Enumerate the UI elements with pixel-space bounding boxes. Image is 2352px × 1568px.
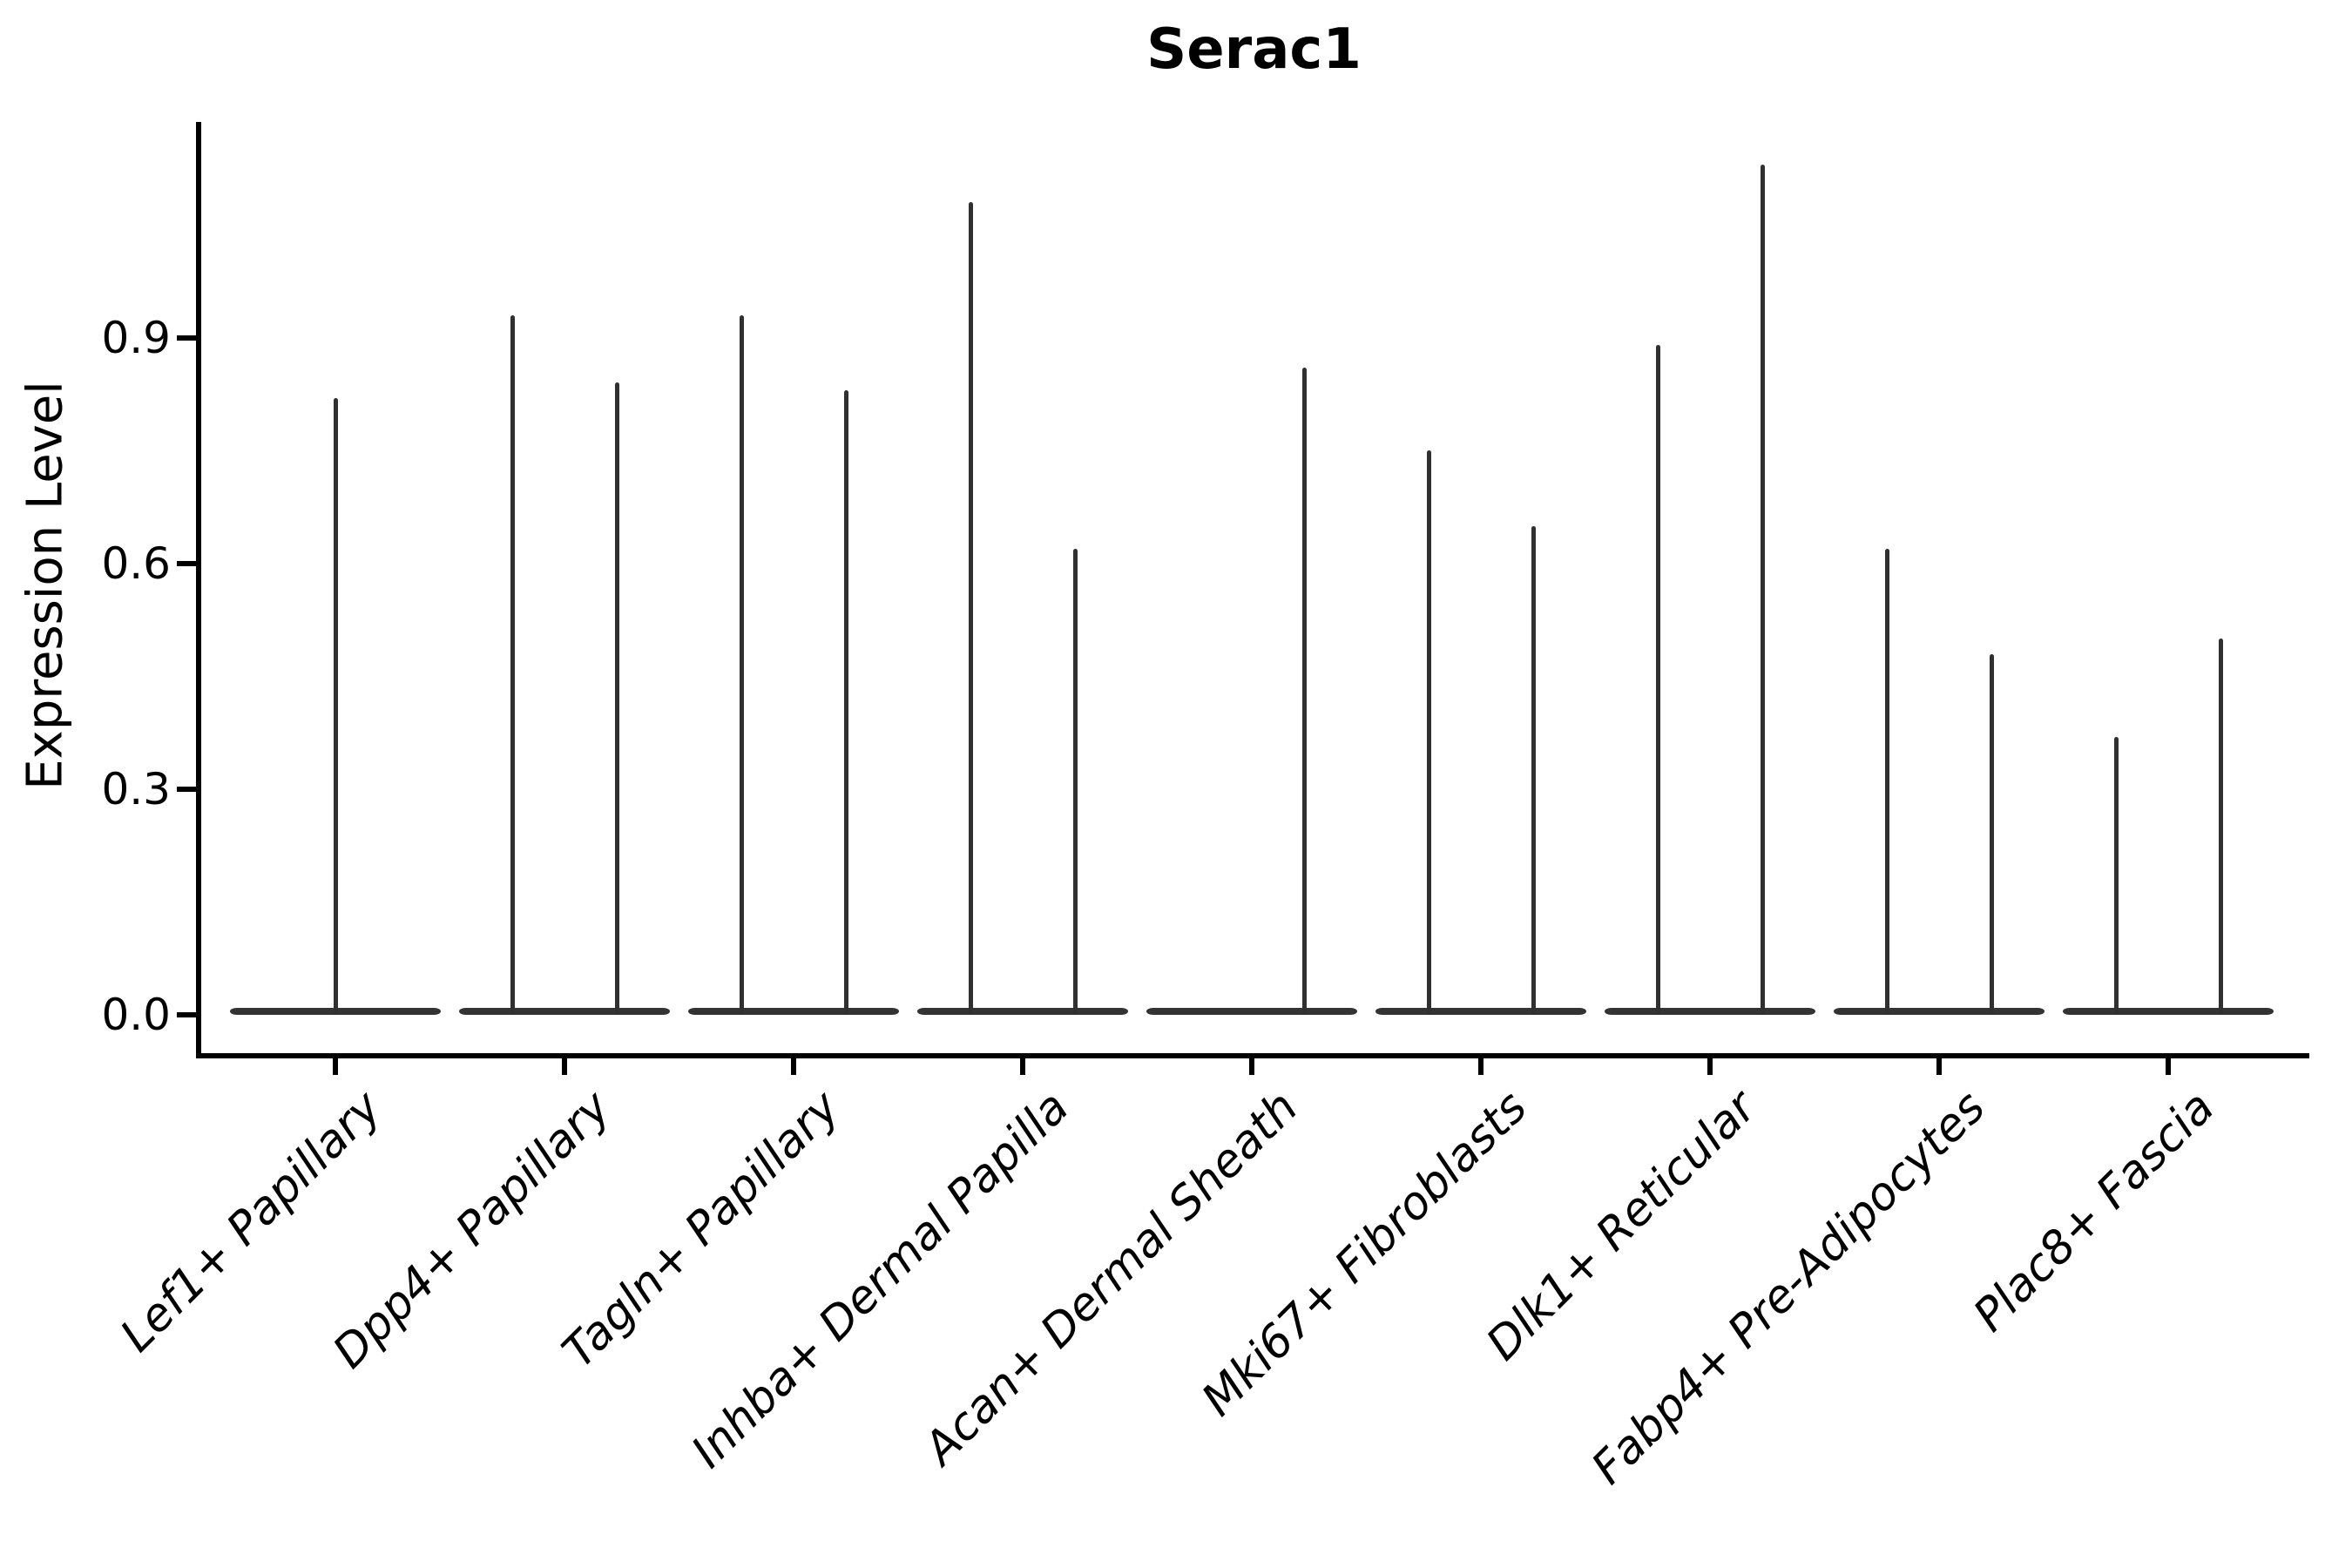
violin-spike <box>843 390 848 1016</box>
x-axis-tick <box>1936 1056 1942 1075</box>
y-axis-tick <box>177 1012 197 1018</box>
y-axis-tick <box>177 787 197 793</box>
violin-spike <box>1655 345 1660 1016</box>
violin-spike <box>1760 164 1765 1016</box>
chart-title: Serac1 <box>1146 17 1362 82</box>
y-axis-tick <box>177 335 197 341</box>
x-axis-tick <box>562 1056 567 1075</box>
x-axis-tick <box>1707 1056 1713 1075</box>
x-axis-tick <box>1249 1056 1254 1075</box>
violin-spike <box>1426 450 1431 1016</box>
violin-spike <box>614 382 619 1016</box>
violin-spike <box>1531 525 1536 1016</box>
violin-spike <box>1989 653 1994 1016</box>
violin-baseline <box>2063 1008 2274 1015</box>
violin-spike <box>739 314 744 1016</box>
violin-baseline <box>1834 1008 2044 1015</box>
y-axis-label: Expression Level <box>17 381 74 790</box>
y-axis-tick-label: 0.0 <box>101 990 171 1041</box>
violin-baseline <box>688 1008 899 1015</box>
violin-spike <box>2218 639 2223 1016</box>
violin-spike <box>1884 548 1889 1016</box>
y-axis-tick-label: 0.3 <box>101 764 171 815</box>
y-axis-tick-label: 0.6 <box>101 537 171 589</box>
violin-baseline <box>459 1008 670 1015</box>
x-axis-tick <box>333 1056 338 1075</box>
violin-spike <box>1301 368 1307 1016</box>
y-axis-tick-label: 0.9 <box>101 312 171 363</box>
violin-spike <box>510 314 515 1016</box>
violin-baseline <box>917 1008 1128 1015</box>
violin-baseline <box>1146 1008 1357 1015</box>
violin-spike <box>1072 548 1078 1016</box>
x-axis-tick <box>1478 1056 1484 1075</box>
violin-spike <box>2113 736 2119 1016</box>
x-axis-tick <box>2166 1056 2171 1075</box>
y-axis-spine <box>196 122 201 1058</box>
violin-spike <box>333 397 338 1016</box>
violin-baseline <box>1375 1008 1586 1015</box>
violin-spike <box>968 201 973 1016</box>
y-axis-tick <box>177 560 197 566</box>
x-axis-tick <box>791 1056 796 1075</box>
violin-baseline <box>1605 1008 1815 1015</box>
x-axis-tick <box>1020 1056 1025 1075</box>
